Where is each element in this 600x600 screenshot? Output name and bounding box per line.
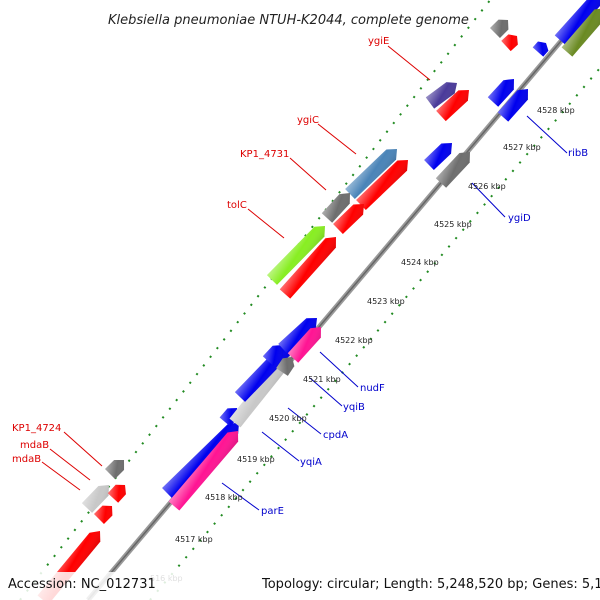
ruler-tick-label: 4528 kbp bbox=[537, 106, 575, 115]
gene-label-connector bbox=[247, 208, 285, 239]
gene-label[interactable]: ribB bbox=[568, 148, 588, 159]
gene-arrow-shade bbox=[219, 407, 239, 427]
gene-label-connector bbox=[317, 123, 357, 155]
gene-arrow-shade bbox=[279, 236, 337, 299]
gene-arrow-shade bbox=[487, 79, 514, 107]
gene-arrow-shade bbox=[229, 354, 291, 428]
gene-label-connector bbox=[287, 407, 322, 435]
ruler-tick-label: 4524 kbp bbox=[401, 258, 439, 267]
gene-label[interactable]: ygiE bbox=[368, 36, 389, 47]
ruler-tick-label: 4519 kbp bbox=[237, 455, 275, 464]
gene-label-connector bbox=[289, 157, 327, 191]
gene-arrow-shade bbox=[425, 82, 458, 109]
gene-label[interactable]: mdaB bbox=[20, 440, 49, 451]
ruler-tick-label: 4527 kbp bbox=[503, 143, 541, 152]
gene-arrow-shade bbox=[105, 459, 125, 479]
gene-label[interactable]: ygiC bbox=[297, 115, 319, 126]
gene-label[interactable]: parE bbox=[261, 506, 284, 517]
gene-label-connector bbox=[319, 351, 359, 388]
gene-label-connector bbox=[261, 431, 300, 462]
gene-arrow-shade bbox=[501, 34, 518, 52]
gene-label-connector bbox=[49, 448, 91, 481]
gene-arrow-shade bbox=[81, 484, 110, 513]
gene-label[interactable]: mdaB bbox=[12, 454, 41, 465]
gene-arrow-shade bbox=[490, 19, 509, 38]
ruler-tick-label: 4518 kbp bbox=[205, 493, 243, 502]
gene-label[interactable]: yqiB bbox=[343, 402, 365, 413]
gene-arrow-shade bbox=[287, 326, 322, 363]
footer-band bbox=[0, 572, 600, 600]
gene-arrow-shade bbox=[321, 192, 351, 223]
gene-arrow-shade bbox=[497, 89, 528, 122]
ruler-tick-label: 4517 kbp bbox=[175, 535, 213, 544]
gene-label-connector bbox=[387, 45, 431, 81]
accession-label: Accession: NC_012731 bbox=[8, 577, 156, 592]
gene-label[interactable]: KP1_4731 bbox=[240, 149, 289, 160]
gene-label-connector bbox=[526, 115, 568, 154]
gene-label[interactable]: KP1_4724 bbox=[12, 423, 61, 434]
gene-arrow-shade bbox=[554, 0, 600, 45]
gene-arrow-shade bbox=[107, 484, 126, 503]
gene-arrow-shade bbox=[262, 345, 283, 366]
gene-arrow-shade bbox=[94, 505, 113, 524]
ruler-tick-label: 4520 kbp bbox=[269, 414, 307, 423]
gene-arrow-shade bbox=[436, 90, 469, 122]
gene-label[interactable]: tolC bbox=[227, 200, 247, 211]
ruler-tick-label: 4525 kbp bbox=[434, 220, 472, 229]
gene-arrow-shade bbox=[345, 148, 398, 200]
gene-arrow-shade bbox=[276, 356, 295, 376]
ruler-tick-label: 4522 kbp bbox=[335, 336, 373, 345]
gene-arrow-shade bbox=[267, 226, 325, 285]
gene-label-connector bbox=[41, 461, 81, 491]
gene-arrow-shade bbox=[168, 431, 239, 511]
topology-label: Topology: circular; Length: 5,248,520 bp… bbox=[261, 577, 600, 592]
gene-arrow-shade bbox=[561, 7, 600, 57]
gene-label[interactable]: yqiA bbox=[300, 457, 322, 468]
gene-arrow-shade bbox=[278, 317, 318, 355]
gene-label-connector bbox=[63, 431, 103, 467]
gene-label-connector bbox=[221, 482, 260, 511]
gene-arrow-shade bbox=[532, 41, 549, 57]
gene-arrow-shade bbox=[356, 159, 409, 211]
gene-label-connector bbox=[309, 377, 343, 407]
gene-label-connector bbox=[471, 182, 506, 218]
ruler-tick-label: 4526 kbp bbox=[468, 182, 506, 191]
gene-label[interactable]: ygiD bbox=[508, 213, 531, 224]
gene-arrow-shade bbox=[333, 203, 365, 235]
ruler-tick-label: 4523 kbp bbox=[367, 297, 405, 306]
gene-arrow-shade bbox=[162, 423, 239, 499]
gene-arrow-shade bbox=[424, 142, 453, 171]
ruler-tick-label: 4521 kbp bbox=[303, 375, 341, 384]
gene-label[interactable]: cpdA bbox=[323, 430, 348, 441]
gene-arrow-shade bbox=[435, 151, 471, 188]
gene-label[interactable]: nudF bbox=[360, 383, 385, 394]
map-title: Klebsiella pneumoniae NTUH-K2044, comple… bbox=[108, 13, 469, 28]
